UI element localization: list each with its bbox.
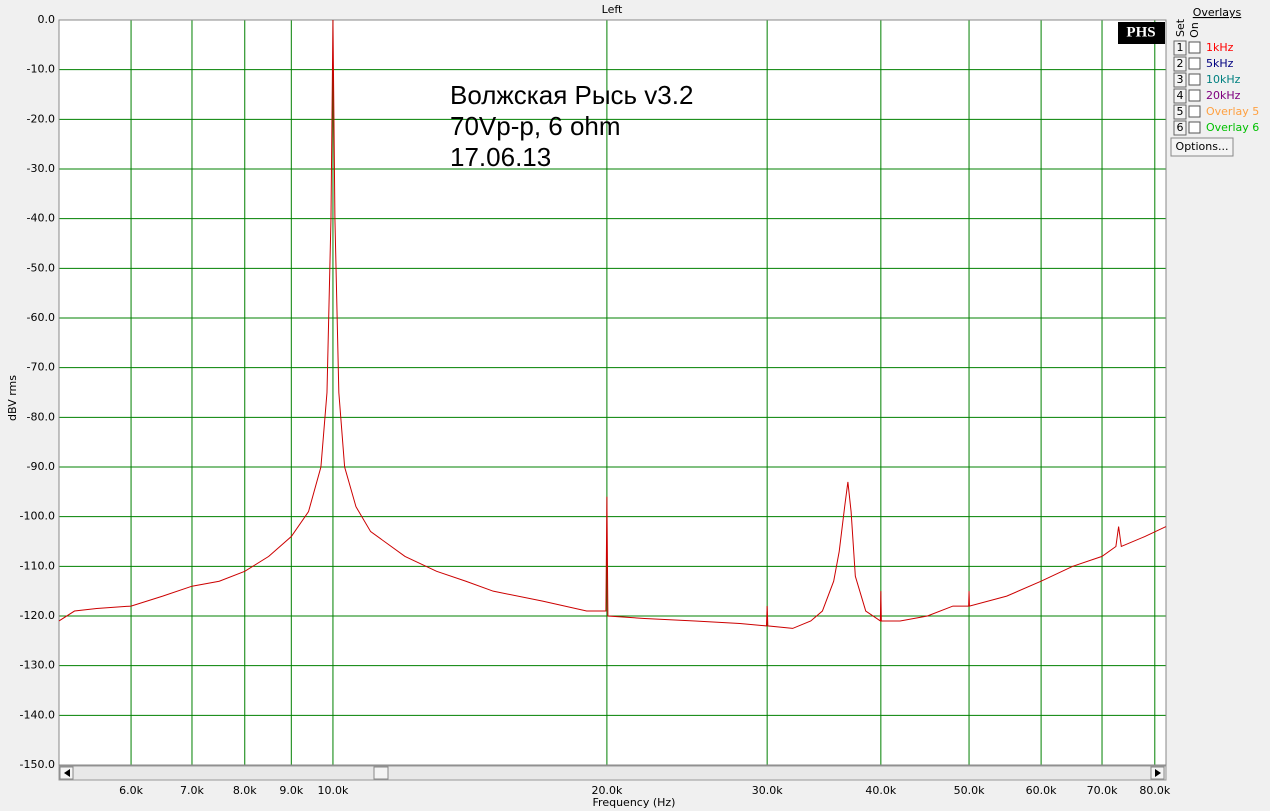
y-tick-label: -20.0 xyxy=(27,112,55,125)
set-button[interactable] xyxy=(1173,120,1187,136)
on-label: On xyxy=(1188,22,1201,38)
overlay-name: Overlay 5 xyxy=(1206,105,1259,118)
y-tick-label: -80.0 xyxy=(27,410,55,423)
spectrum-line xyxy=(58,19,1167,629)
overlay-number: 2 xyxy=(1177,57,1184,70)
overlay-checkbox[interactable] xyxy=(1188,73,1201,86)
set-button[interactable] xyxy=(1173,40,1187,56)
overlay-checkbox[interactable] xyxy=(1188,121,1201,134)
y-tick-label: -40.0 xyxy=(27,212,55,225)
y-tick-label: -60.0 xyxy=(27,311,55,324)
x-tick-label: 6.0k xyxy=(119,784,143,797)
y-tick-label: -140.0 xyxy=(20,708,55,721)
set-label: Set xyxy=(1174,18,1187,37)
y-tick-label: 0.0 xyxy=(38,13,56,26)
y-tick-label: -130.0 xyxy=(20,659,55,672)
overlay-name: 1kHz xyxy=(1206,41,1234,54)
overlay-number: 3 xyxy=(1177,73,1184,86)
arrow xyxy=(1155,769,1161,777)
annotation: Волжская Рысь v3.2 xyxy=(450,80,693,110)
x-axis-label: Frequency (Hz) xyxy=(593,796,676,809)
overlay-name: Overlay 6 xyxy=(1206,121,1259,134)
x-tick-label: 10.0k xyxy=(318,784,349,797)
x-tick-label: 60.0k xyxy=(1026,784,1057,797)
y-axis-label: dBV rms xyxy=(6,375,19,421)
chart-title: Left xyxy=(602,3,623,16)
annotation: 70Vp-p, 6 ohm xyxy=(450,111,621,141)
x-tick-label: 30.0k xyxy=(752,784,783,797)
overlay-name: 5kHz xyxy=(1206,57,1234,70)
x-tick-label: 20.0k xyxy=(591,784,622,797)
overlay-checkbox[interactable] xyxy=(1188,89,1201,102)
overlays-title: Overlays xyxy=(1193,6,1242,19)
set-button[interactable] xyxy=(1173,56,1187,72)
logo-box xyxy=(1118,22,1165,44)
y-tick-label: -120.0 xyxy=(20,609,55,622)
overlay-panel: Overlays Set On 1 1kHz 2 5kHz 3 10kHz 4 20kHz 5 Over… xyxy=(1170,6,1259,157)
logo: PHS xyxy=(1126,24,1155,40)
overlay-checkbox[interactable] xyxy=(1188,57,1201,70)
overlay-number: 4 xyxy=(1177,89,1184,102)
set-button[interactable] xyxy=(1173,104,1187,120)
scroll-thumb[interactable] xyxy=(373,766,389,780)
options-label: Options... xyxy=(1176,140,1229,153)
arrow xyxy=(64,769,70,777)
x-tick-label: 80.0k xyxy=(1139,784,1170,797)
x-tick-label: 9.0k xyxy=(279,784,303,797)
y-tick-label: -150.0 xyxy=(20,758,55,771)
options-button[interactable] xyxy=(1170,137,1234,157)
annotation: 17.06.13 xyxy=(450,142,551,172)
plot-border xyxy=(58,19,1167,766)
overlay-checkbox[interactable] xyxy=(1188,105,1201,118)
overlay-number: 6 xyxy=(1177,121,1184,134)
overlay-number: 5 xyxy=(1177,105,1184,118)
set-button[interactable] xyxy=(1173,72,1187,88)
scroll-track xyxy=(58,765,1167,781)
x-tick-label: 7.0k xyxy=(180,784,204,797)
y-tick-label: -50.0 xyxy=(27,261,55,274)
x-tick-label: 8.0k xyxy=(233,784,257,797)
y-tick-label: -90.0 xyxy=(27,460,55,473)
y-tick-label: -30.0 xyxy=(27,162,55,175)
overlay-number: 1 xyxy=(1177,41,1184,54)
x-tick-label: 70.0k xyxy=(1087,784,1118,797)
plot-area xyxy=(59,20,1166,765)
set-button[interactable] xyxy=(1173,88,1187,104)
y-tick-label: -100.0 xyxy=(20,510,55,523)
overlay-name: 20kHz xyxy=(1206,89,1241,102)
y-tick-label: -10.0 xyxy=(27,63,55,76)
x-tick-label: 40.0k xyxy=(865,784,896,797)
x-tick-label: 50.0k xyxy=(954,784,985,797)
overlay-name: 10kHz xyxy=(1206,73,1241,86)
scrollbar[interactable] xyxy=(58,765,1167,781)
y-tick-label: -70.0 xyxy=(27,361,55,374)
overlay-checkbox[interactable] xyxy=(1188,41,1201,54)
y-tick-label: -110.0 xyxy=(20,559,55,572)
